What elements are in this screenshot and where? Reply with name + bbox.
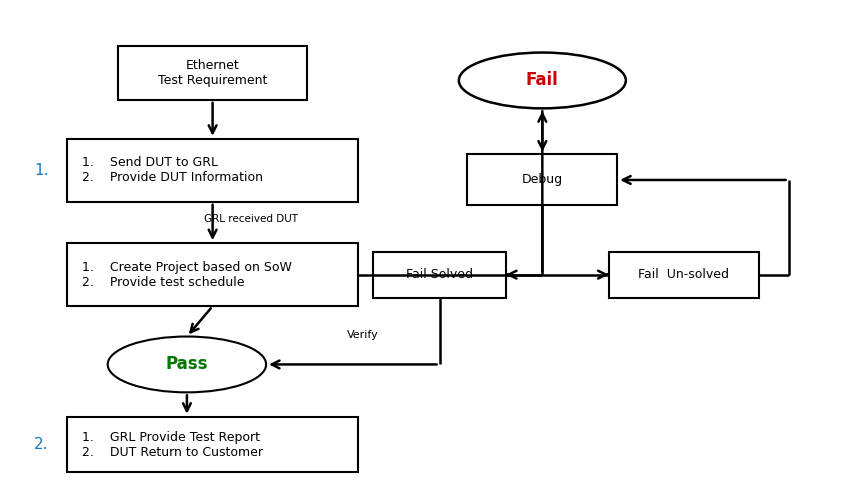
Text: GRL received DUT: GRL received DUT — [204, 214, 298, 224]
Text: Debug: Debug — [521, 173, 562, 187]
FancyBboxPatch shape — [467, 155, 616, 205]
Text: Fail Solved: Fail Solved — [406, 268, 473, 281]
FancyBboxPatch shape — [118, 47, 307, 100]
FancyBboxPatch shape — [67, 417, 358, 472]
Text: Ethernet
Test Requirement: Ethernet Test Requirement — [158, 59, 267, 87]
Text: 1.: 1. — [34, 163, 48, 178]
FancyBboxPatch shape — [67, 138, 358, 202]
FancyBboxPatch shape — [608, 251, 758, 298]
Text: Fail: Fail — [525, 72, 558, 89]
Ellipse shape — [458, 53, 625, 109]
FancyBboxPatch shape — [67, 243, 358, 306]
Text: Verify: Verify — [346, 330, 378, 340]
Text: Pass: Pass — [165, 355, 208, 374]
FancyBboxPatch shape — [373, 251, 505, 298]
Text: Fail  Un-solved: Fail Un-solved — [637, 268, 728, 281]
Ellipse shape — [108, 336, 266, 392]
Text: 2.: 2. — [34, 437, 48, 452]
Text: 1.    GRL Provide Test Report
2.    DUT Return to Customer: 1. GRL Provide Test Report 2. DUT Return… — [83, 431, 263, 459]
Text: 1.    Create Project based on SoW
2.    Provide test schedule: 1. Create Project based on SoW 2. Provid… — [83, 261, 292, 289]
Text: 1.    Send DUT to GRL
2.    Provide DUT Information: 1. Send DUT to GRL 2. Provide DUT Inform… — [83, 156, 263, 184]
